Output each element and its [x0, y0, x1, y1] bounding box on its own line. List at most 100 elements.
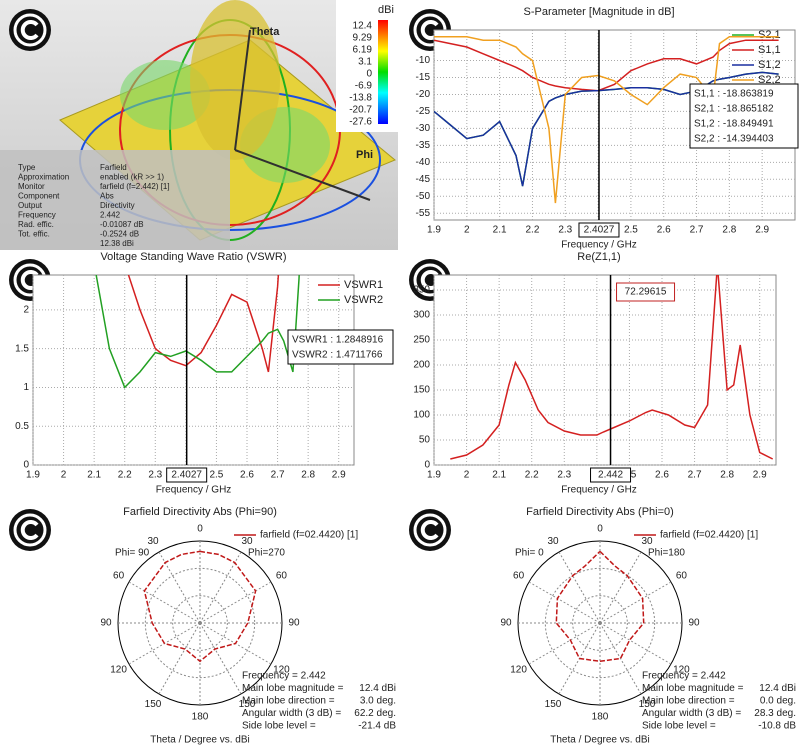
polar-spoke — [528, 581, 601, 624]
marker-label-box — [578, 222, 620, 238]
pattern-line — [143, 550, 257, 663]
scale-label: -6.9 — [355, 81, 373, 92]
angle-label: 180 — [592, 712, 609, 723]
marker-label: 2.4027 — [584, 225, 615, 236]
y-tick-label: 150 — [413, 385, 430, 396]
logo — [20, 520, 39, 540]
scale-label: 9.29 — [353, 33, 373, 44]
angle-label: 60 — [276, 571, 288, 582]
x-tick-label: 2 — [464, 470, 470, 481]
color-bar — [378, 20, 388, 124]
lobe — [120, 60, 210, 130]
angle-label: 90 — [288, 618, 300, 629]
polar-spoke — [599, 581, 672, 624]
x-axis-label: Frequency / GHz — [156, 485, 232, 496]
angle-label: 0 — [597, 524, 603, 535]
scale-label: 3.1 — [358, 57, 372, 68]
info-text: Monitor — [18, 182, 45, 191]
y-tick-label: 1 — [23, 382, 29, 393]
angle-label: 30 — [147, 536, 159, 547]
y-tick-label: 200 — [413, 360, 430, 371]
x-tick-label: 2.6 — [657, 225, 671, 236]
angle-label: 150 — [145, 699, 162, 710]
readout-box — [689, 83, 799, 149]
side-label: Phi=270 — [248, 548, 285, 559]
info-text: Frequency = 2.442 — [242, 671, 326, 682]
info-text: Output — [18, 201, 43, 210]
angle-label: 180 — [192, 712, 209, 723]
angle-label: 90 — [500, 618, 512, 629]
x-tick-label: 2.1 — [493, 225, 507, 236]
polar-spoke — [528, 622, 601, 665]
angle-label: 60 — [113, 571, 125, 582]
info-text: -10.8 dB — [758, 721, 796, 732]
marker-label-box — [590, 467, 632, 483]
polar-spoke — [199, 581, 272, 624]
x-tick-label: 2.5 — [624, 225, 638, 236]
x-tick-label: 2.8 — [301, 470, 315, 481]
scale-label: -27.6 — [349, 117, 372, 128]
info-text: Tot. effic. — [18, 230, 50, 239]
legend-label: S2,2 — [758, 74, 781, 86]
info-text: 12.4 dBi — [759, 683, 796, 694]
angle-label: 30 — [241, 536, 253, 547]
readout-box — [616, 282, 676, 302]
info-text: Side lobe level = — [642, 721, 716, 732]
x-tick-label: 2.1 — [87, 470, 101, 481]
x-tick-label: 2.7 — [688, 470, 702, 481]
info-text: 62.2 deg. — [354, 708, 396, 719]
info-text: 2.442 — [100, 211, 121, 220]
legend-label: VSWR2 — [344, 294, 383, 306]
polar-spoke — [599, 622, 642, 695]
x-tick-label: 2.9 — [755, 225, 769, 236]
readout: S2,1 : -18.865182 — [694, 104, 774, 115]
plot-frame — [433, 274, 777, 466]
axis-label: Theta — [250, 26, 280, 38]
logo — [420, 20, 439, 40]
polar-spoke — [158, 622, 201, 695]
scale-label: 6.19 — [353, 45, 373, 56]
y-tick-label: 300 — [413, 310, 430, 321]
logo — [20, 20, 39, 40]
farfield-view: dBi Theta Phi — [0, 0, 398, 250]
polar-spoke — [599, 622, 672, 665]
info-text: Frequency — [18, 211, 56, 220]
y-tick-label: -25 — [416, 106, 431, 117]
legend-label: farfield (f=02.4420) [1] — [260, 530, 358, 541]
chart-title: S-Parameter [Magnitude in dB] — [523, 6, 674, 18]
main-lobe — [190, 0, 280, 160]
scale-label: -20.7 — [349, 105, 372, 116]
info-text: Type — [18, 163, 36, 172]
x-tick-label: 2.5 — [209, 470, 223, 481]
info-text: enabled (kR >> 1) — [100, 173, 164, 182]
marker-label: 2.4027 — [171, 470, 202, 481]
angle-label: 30 — [641, 536, 653, 547]
angle-label: 120 — [510, 665, 527, 676]
series-line — [434, 71, 779, 187]
y-tick-label: -40 — [416, 157, 431, 168]
y-tick-label: -55 — [416, 208, 431, 219]
info-text: Side lobe level = — [242, 721, 316, 732]
x-tick-label: 2.1 — [492, 470, 506, 481]
info-text: Approximation — [18, 173, 69, 182]
x-tick-label: 2.7 — [271, 470, 285, 481]
marker-label-box — [166, 467, 208, 483]
scale-label: 12.4 — [353, 21, 373, 32]
y-tick-label: -45 — [416, 174, 431, 185]
axis — [234, 149, 371, 201]
readout: VSWR1 : 1.2848916 — [292, 335, 384, 346]
x-tick-label: 2 — [464, 225, 470, 236]
side-label: Phi= 90 — [115, 548, 150, 559]
legend-label: S1,2 — [758, 59, 781, 71]
angle-label: 120 — [110, 665, 127, 676]
polar-ring — [544, 567, 656, 679]
legend-label: S2,1 — [758, 29, 781, 41]
logo — [420, 270, 439, 290]
y-tick-label: 2 — [23, 305, 29, 316]
angle-label: 90 — [100, 618, 112, 629]
angle-label: 120 — [273, 665, 290, 676]
info-text: Abs — [100, 192, 114, 201]
scale-label: 0 — [366, 69, 372, 80]
angle-label: 60 — [676, 571, 688, 582]
